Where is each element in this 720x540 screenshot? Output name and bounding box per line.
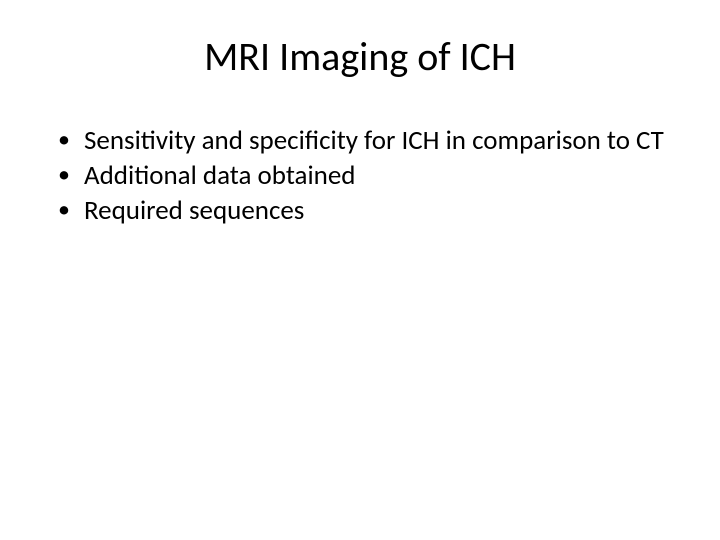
bullet-item: Sensitivity and specificity for ICH in c… bbox=[58, 125, 680, 158]
bullet-item: Additional data obtained bbox=[58, 160, 680, 193]
slide-container: MRI Imaging of ICH Sensitivity and speci… bbox=[0, 0, 720, 540]
slide-title: MRI Imaging of ICH bbox=[40, 32, 680, 81]
bullet-list: Sensitivity and specificity for ICH in c… bbox=[40, 125, 680, 228]
bullet-item: Required sequences bbox=[58, 195, 680, 228]
